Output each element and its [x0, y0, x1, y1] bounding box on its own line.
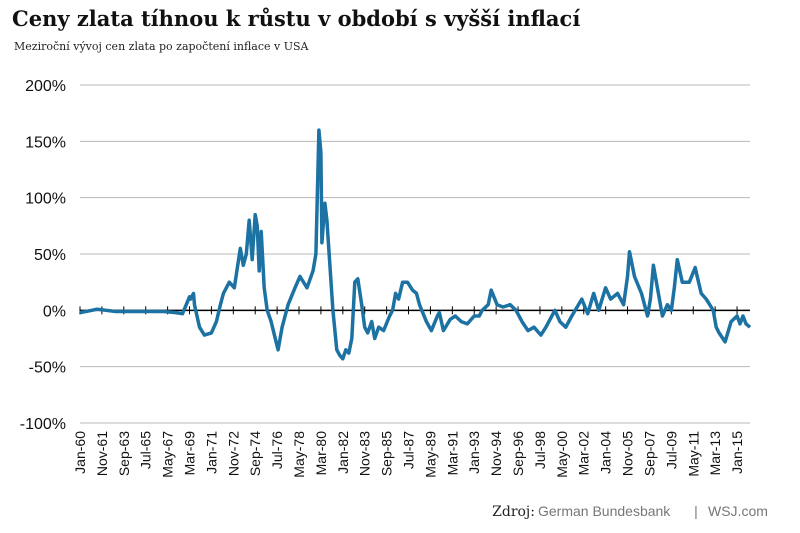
x-tick-label: Mar-80 — [313, 431, 329, 476]
x-tick-label: May-11 — [685, 431, 701, 477]
x-tick-label: Mar-13 — [707, 431, 723, 476]
x-tick-label: Nov-72 — [225, 431, 241, 476]
source-label: Zdroj: — [492, 504, 535, 520]
source: WSJ.com — [708, 503, 768, 519]
y-tick-label: 200% — [25, 78, 66, 95]
x-tick-label: Jul-65 — [138, 431, 154, 469]
x-tick-label: Jul-09 — [663, 431, 679, 469]
x-tick-label: Nov-83 — [357, 431, 373, 476]
chart-subtitle: Meziroční vývoj cen zlata po započtení i… — [14, 40, 310, 53]
x-tick-label: Jul-98 — [532, 431, 548, 469]
x-tick-label: Sep-74 — [247, 431, 263, 476]
x-tick-label: Mar-91 — [444, 431, 460, 476]
x-tick-label: Mar-02 — [576, 431, 592, 476]
x-tick-label: Jan-71 — [203, 431, 219, 474]
y-tick-label: -50% — [29, 360, 66, 377]
x-tick-label: Jul-76 — [269, 431, 285, 469]
data-line — [79, 128, 752, 361]
y-tick-label: 50% — [34, 247, 66, 264]
x-tick-label: Sep-96 — [510, 431, 526, 476]
x-tick-label: Nov-05 — [620, 431, 636, 476]
x-tick-label: Nov-94 — [488, 431, 504, 476]
x-tick-label: May-78 — [291, 431, 307, 478]
chart-title: Ceny zlata tíhnou k růstu v období s vyš… — [12, 6, 580, 31]
x-tick-label: Jan-60 — [72, 431, 88, 474]
x-tick-label: May-00 — [554, 431, 570, 478]
source: German Bundesbank — [538, 503, 671, 519]
x-tick-label: Jan-93 — [466, 431, 482, 474]
y-tick-label: 150% — [25, 134, 66, 151]
y-tick-label: -100% — [20, 416, 66, 433]
x-tick-label: Jul-87 — [401, 431, 417, 469]
x-tick-label: Mar-69 — [182, 431, 198, 476]
x-tick-label: May-89 — [422, 431, 438, 478]
x-tick-label: Sep-63 — [116, 431, 132, 476]
x-tick-label: Jan-04 — [598, 431, 614, 474]
x-tick-label: May-67 — [160, 431, 176, 478]
x-tick-label: Sep-85 — [379, 431, 395, 476]
x-tick-label: Jan-82 — [335, 431, 351, 474]
y-tick-label: 100% — [25, 191, 66, 208]
x-tick-label: Nov-61 — [94, 431, 110, 476]
x-tick-label: Jan-15 — [729, 431, 745, 474]
y-tick-label: 0% — [43, 303, 66, 320]
x-tick-label: Sep-07 — [641, 431, 657, 476]
source-separator: | — [694, 503, 698, 519]
